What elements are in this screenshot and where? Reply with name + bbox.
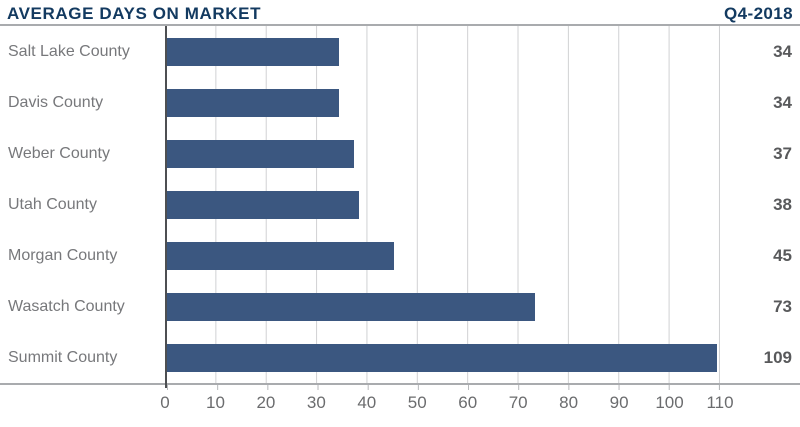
x-tick-label: 90: [609, 393, 629, 412]
x-tick-label: 60: [458, 393, 478, 412]
x-tick-label: 0: [160, 393, 170, 412]
value-label: 37: [773, 143, 792, 163]
bar-chart: Salt Lake County 34 Davis County 34 Weber Co…: [0, 26, 800, 427]
chart-row: Morgan County 45: [0, 230, 800, 281]
value-label: 34: [773, 92, 792, 112]
x-axis-ticks: [167, 385, 720, 390]
bar-track: [165, 88, 720, 117]
chart-row: Wasatch County 73: [0, 281, 800, 332]
category-label: Summit County: [8, 348, 118, 366]
category-label: Wasatch County: [8, 297, 125, 315]
category-label: Morgan County: [8, 246, 118, 264]
bar: [167, 241, 395, 270]
x-axis-line: [0, 383, 800, 385]
category-label: Davis County: [8, 93, 104, 111]
x-tick-label: 10: [205, 393, 225, 412]
x-tick-label: 110: [706, 393, 734, 412]
bar-track: [165, 241, 720, 270]
chart-row: Summit County 109: [0, 332, 800, 383]
bar: [167, 139, 354, 168]
x-tick-label: 80: [559, 393, 579, 412]
period-label: Q4-2018: [724, 4, 793, 23]
bar-track: [165, 292, 720, 321]
x-tick-label: 40: [357, 393, 377, 412]
chart-row: Weber County 37: [0, 128, 800, 179]
category-label: Weber County: [8, 144, 110, 162]
value-label: 45: [773, 245, 792, 265]
bar: [167, 37, 339, 66]
bar-track: [165, 139, 720, 168]
bar: [167, 88, 339, 117]
x-tick-label: 20: [256, 393, 276, 412]
bar: [167, 292, 536, 321]
x-tick-label: 30: [306, 393, 326, 412]
x-tick-label: 100: [655, 393, 684, 412]
x-tick-label: 50: [407, 393, 427, 412]
chart-row: Davis County 34: [0, 77, 800, 128]
value-label: 73: [773, 296, 792, 316]
value-label: 109: [763, 347, 792, 367]
category-label: Utah County: [8, 195, 97, 213]
bar: [167, 343, 717, 372]
zero-axis-line: [165, 26, 167, 388]
category-label: Salt Lake County: [8, 42, 130, 60]
chart-row: Utah County 38: [0, 179, 800, 230]
chart-header: AVERAGE DAYS ON MARKET Q4-2018: [0, 0, 800, 26]
value-label: 34: [773, 41, 792, 61]
bar-track: [165, 190, 720, 219]
bar-track: [165, 343, 720, 372]
bar: [167, 190, 359, 219]
value-label: 38: [773, 194, 792, 214]
bar-track: [165, 37, 720, 66]
chart-title: AVERAGE DAYS ON MARKET: [7, 4, 262, 23]
bar-rows: Salt Lake County 34 Davis County 34 Weber Co…: [0, 26, 800, 383]
chart-row: Salt Lake County 34: [0, 26, 800, 77]
x-tick-label: 70: [508, 393, 528, 412]
x-axis-labels: 0 10 20 30 40 50 60 70 80 90 100 110: [160, 393, 733, 415]
